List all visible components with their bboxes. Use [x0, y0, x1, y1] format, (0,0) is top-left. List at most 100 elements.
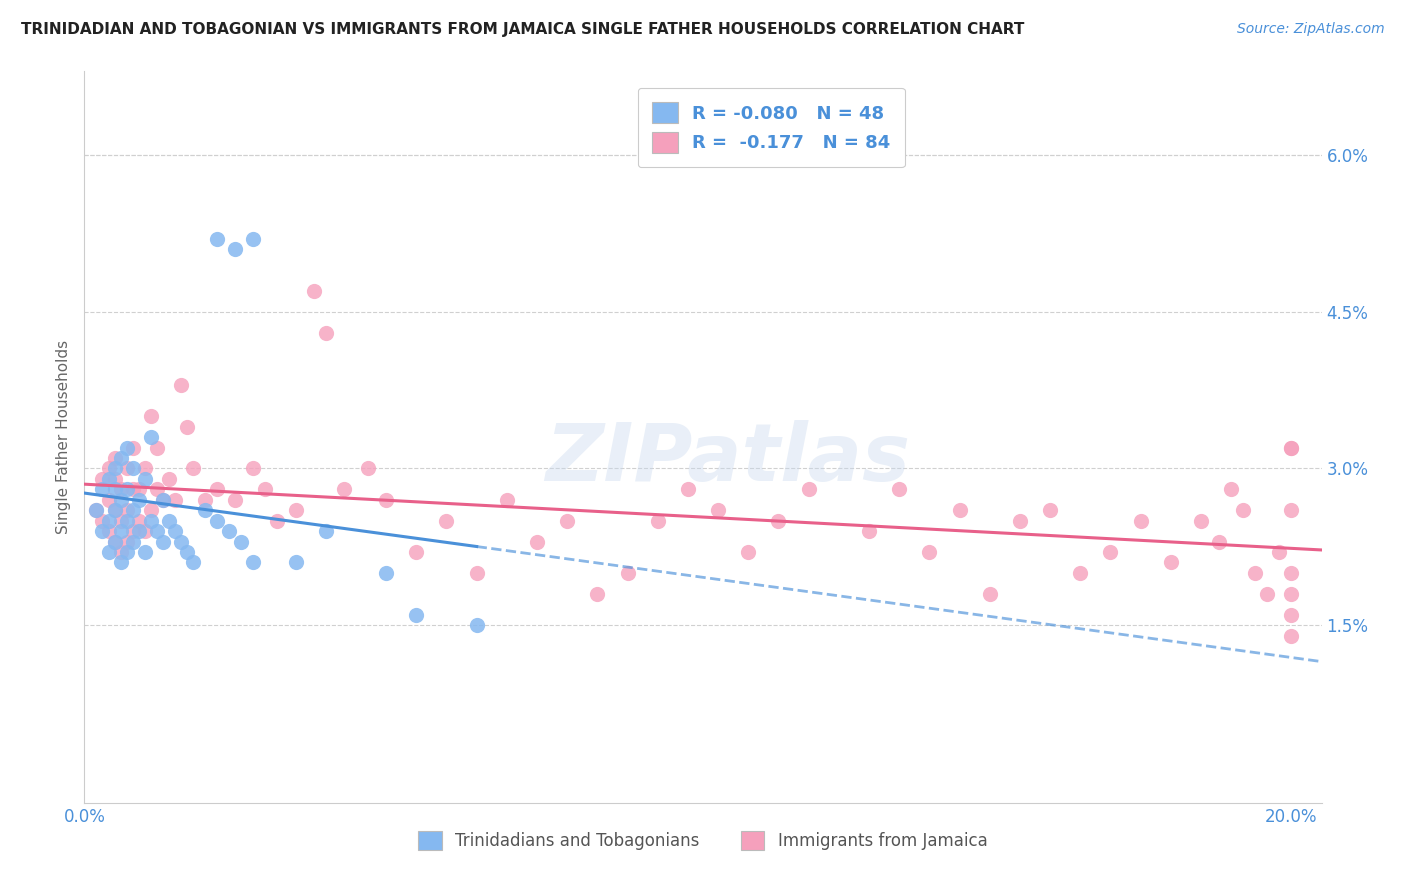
Point	[97, 524, 120, 538]
Point	[315, 524, 337, 538]
Point	[157, 472, 180, 486]
Point	[128, 492, 150, 507]
Point	[115, 441, 138, 455]
Point	[357, 461, 380, 475]
Point	[163, 492, 186, 507]
Point	[121, 461, 143, 475]
Point	[152, 492, 174, 507]
Legend: Trinidadians and Tobagonians, Immigrants from Jamaica: Trinidadians and Tobagonians, Immigrants…	[412, 824, 994, 856]
Point	[242, 556, 264, 570]
Point	[889, 483, 911, 497]
Point	[254, 483, 277, 497]
Point	[103, 483, 125, 497]
Point	[1099, 545, 1122, 559]
Point	[97, 492, 120, 507]
Point	[375, 492, 398, 507]
Point	[103, 534, 125, 549]
Point	[139, 503, 162, 517]
Point	[333, 483, 356, 497]
Point	[146, 441, 169, 455]
Point	[218, 524, 240, 538]
Point	[134, 461, 156, 475]
Point	[103, 503, 125, 517]
Point	[103, 461, 125, 475]
Point	[134, 545, 156, 559]
Point	[86, 503, 108, 517]
Point	[1281, 503, 1303, 517]
Point	[1244, 566, 1267, 580]
Text: ZIPatlas: ZIPatlas	[546, 420, 910, 498]
Point	[152, 534, 174, 549]
Point	[737, 545, 759, 559]
Point	[134, 472, 156, 486]
Point	[176, 545, 198, 559]
Point	[103, 472, 125, 486]
Point	[121, 503, 143, 517]
Point	[97, 545, 120, 559]
Point	[1129, 514, 1152, 528]
Text: TRINIDADIAN AND TOBAGONIAN VS IMMIGRANTS FROM JAMAICA SINGLE FATHER HOUSEHOLDS C: TRINIDADIAN AND TOBAGONIAN VS IMMIGRANTS…	[21, 22, 1025, 37]
Point	[1281, 607, 1303, 622]
Point	[858, 524, 880, 538]
Point	[1039, 503, 1062, 517]
Point	[146, 524, 169, 538]
Point	[128, 483, 150, 497]
Point	[495, 492, 517, 507]
Point	[707, 503, 730, 517]
Point	[103, 450, 125, 465]
Point	[918, 545, 941, 559]
Point	[110, 450, 132, 465]
Point	[1281, 566, 1303, 580]
Point	[1281, 441, 1303, 455]
Point	[152, 492, 174, 507]
Point	[121, 483, 143, 497]
Point	[115, 483, 138, 497]
Point	[110, 492, 132, 507]
Point	[115, 545, 138, 559]
Point	[115, 461, 138, 475]
Point	[436, 514, 458, 528]
Point	[231, 534, 253, 549]
Point	[121, 534, 143, 549]
Point	[1208, 534, 1230, 549]
Point	[526, 534, 548, 549]
Point	[157, 514, 180, 528]
Point	[134, 524, 156, 538]
Point	[97, 472, 120, 486]
Point	[315, 326, 337, 340]
Point	[139, 409, 162, 424]
Point	[586, 587, 609, 601]
Point	[948, 503, 970, 517]
Point	[103, 534, 125, 549]
Point	[194, 492, 217, 507]
Point	[266, 514, 288, 528]
Point	[121, 524, 143, 538]
Point	[1008, 514, 1031, 528]
Y-axis label: Single Father Households: Single Father Households	[56, 340, 72, 534]
Point	[284, 503, 307, 517]
Point	[86, 503, 108, 517]
Point	[91, 472, 114, 486]
Point	[768, 514, 790, 528]
Point	[181, 461, 204, 475]
Point	[1189, 514, 1212, 528]
Point	[91, 514, 114, 528]
Point	[91, 483, 114, 497]
Point	[115, 503, 138, 517]
Point	[181, 556, 204, 570]
Point	[1281, 441, 1303, 455]
Point	[405, 545, 427, 559]
Point	[616, 566, 638, 580]
Point	[139, 430, 162, 444]
Point	[170, 377, 193, 392]
Point	[110, 556, 132, 570]
Point	[163, 524, 186, 538]
Point	[121, 441, 143, 455]
Point	[224, 242, 246, 256]
Point	[1256, 587, 1278, 601]
Point	[128, 514, 150, 528]
Point	[110, 483, 132, 497]
Point	[797, 483, 820, 497]
Point	[224, 492, 246, 507]
Point	[1220, 483, 1243, 497]
